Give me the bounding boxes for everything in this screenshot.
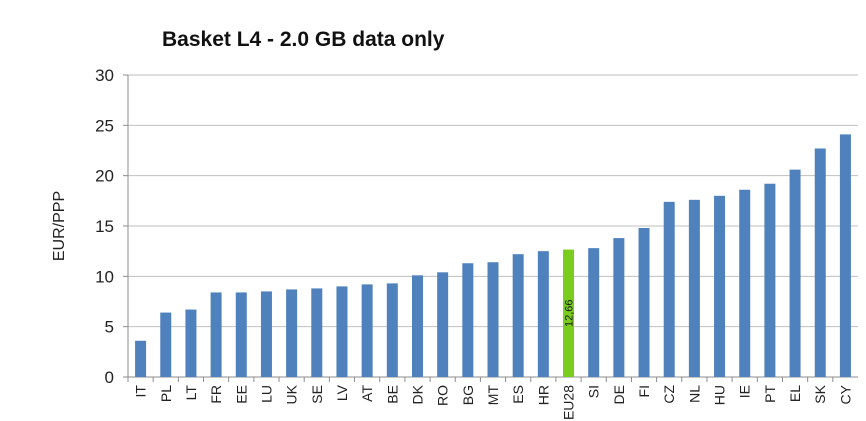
x-tick-label: RO [435,385,451,406]
x-tick-label: IT [133,385,149,398]
x-tick-label: EE [233,385,249,404]
bar-cz [663,201,675,377]
x-tick-label: LU [258,385,274,403]
bar-lv [336,286,348,377]
bar-at [361,284,373,377]
x-tick-label: MT [485,385,501,406]
x-tick-label: BG [460,385,476,405]
bar-be [386,283,398,377]
x-tick-label: SE [309,385,325,404]
data-label: 12,66 [564,300,576,328]
bar-lt [185,309,197,377]
bar-ie [739,189,751,377]
bar-si [588,248,600,377]
bar-bg [462,263,474,377]
x-tick-label: HR [535,385,551,405]
x-tick-label: EL [787,385,803,402]
bar-dk [411,275,423,377]
bar-nl [688,199,700,377]
x-tick-label: SI [586,385,602,398]
bar-hr [537,251,549,377]
bar-sk [814,148,826,377]
bar-eu28 [563,249,575,377]
x-tick-label: NL [686,385,702,403]
x-tick-label: LT [183,385,199,401]
x-tick-label: ES [510,385,526,404]
bar-ro [437,272,449,377]
y-tick-label: 30 [95,66,114,85]
y-tick-label: 20 [95,167,114,186]
bar-lu [260,291,272,377]
bar-it [135,340,147,377]
bar-se [311,288,323,377]
bar-pl [160,312,172,377]
bar-fr [210,292,222,377]
bar-pt [764,183,776,377]
x-tick-label: CY [837,384,853,404]
x-tick-label: PL [158,385,174,402]
bar-ee [235,292,247,377]
bar-cy [839,134,851,377]
x-tick-label: AT [359,385,375,402]
x-tick-label: FR [208,385,224,404]
x-tick-label: DK [409,384,425,404]
bar-hu [714,195,726,377]
x-tick-label: FI [636,385,652,397]
y-tick-label: 5 [105,318,114,337]
y-tick-label: 0 [105,368,114,387]
x-tick-label: CZ [661,385,677,404]
x-tick-label: PT [762,385,778,403]
y-axis-label: EUR/PPP [51,191,68,261]
x-tick-label: BE [384,385,400,404]
x-tick-label: IE [737,385,753,398]
bar-fi [638,228,650,377]
y-tick-label: 25 [95,116,114,135]
bar-de [613,238,625,377]
x-tick-label: UK [284,384,300,404]
x-tick-label: HU [712,385,728,405]
bar-uk [286,289,298,377]
x-tick-label: EU28 [561,385,577,420]
y-tick-label: 10 [95,267,114,286]
bar-mt [487,262,499,377]
x-tick-label: SK [812,384,828,403]
bar-el [789,169,801,377]
chart-title: Basket L4 - 2.0 GB data only [162,28,445,51]
x-tick-label: DE [611,385,627,404]
y-tick-label: 15 [95,217,114,236]
x-tick-label: LV [334,384,350,401]
bar-es [512,254,524,377]
